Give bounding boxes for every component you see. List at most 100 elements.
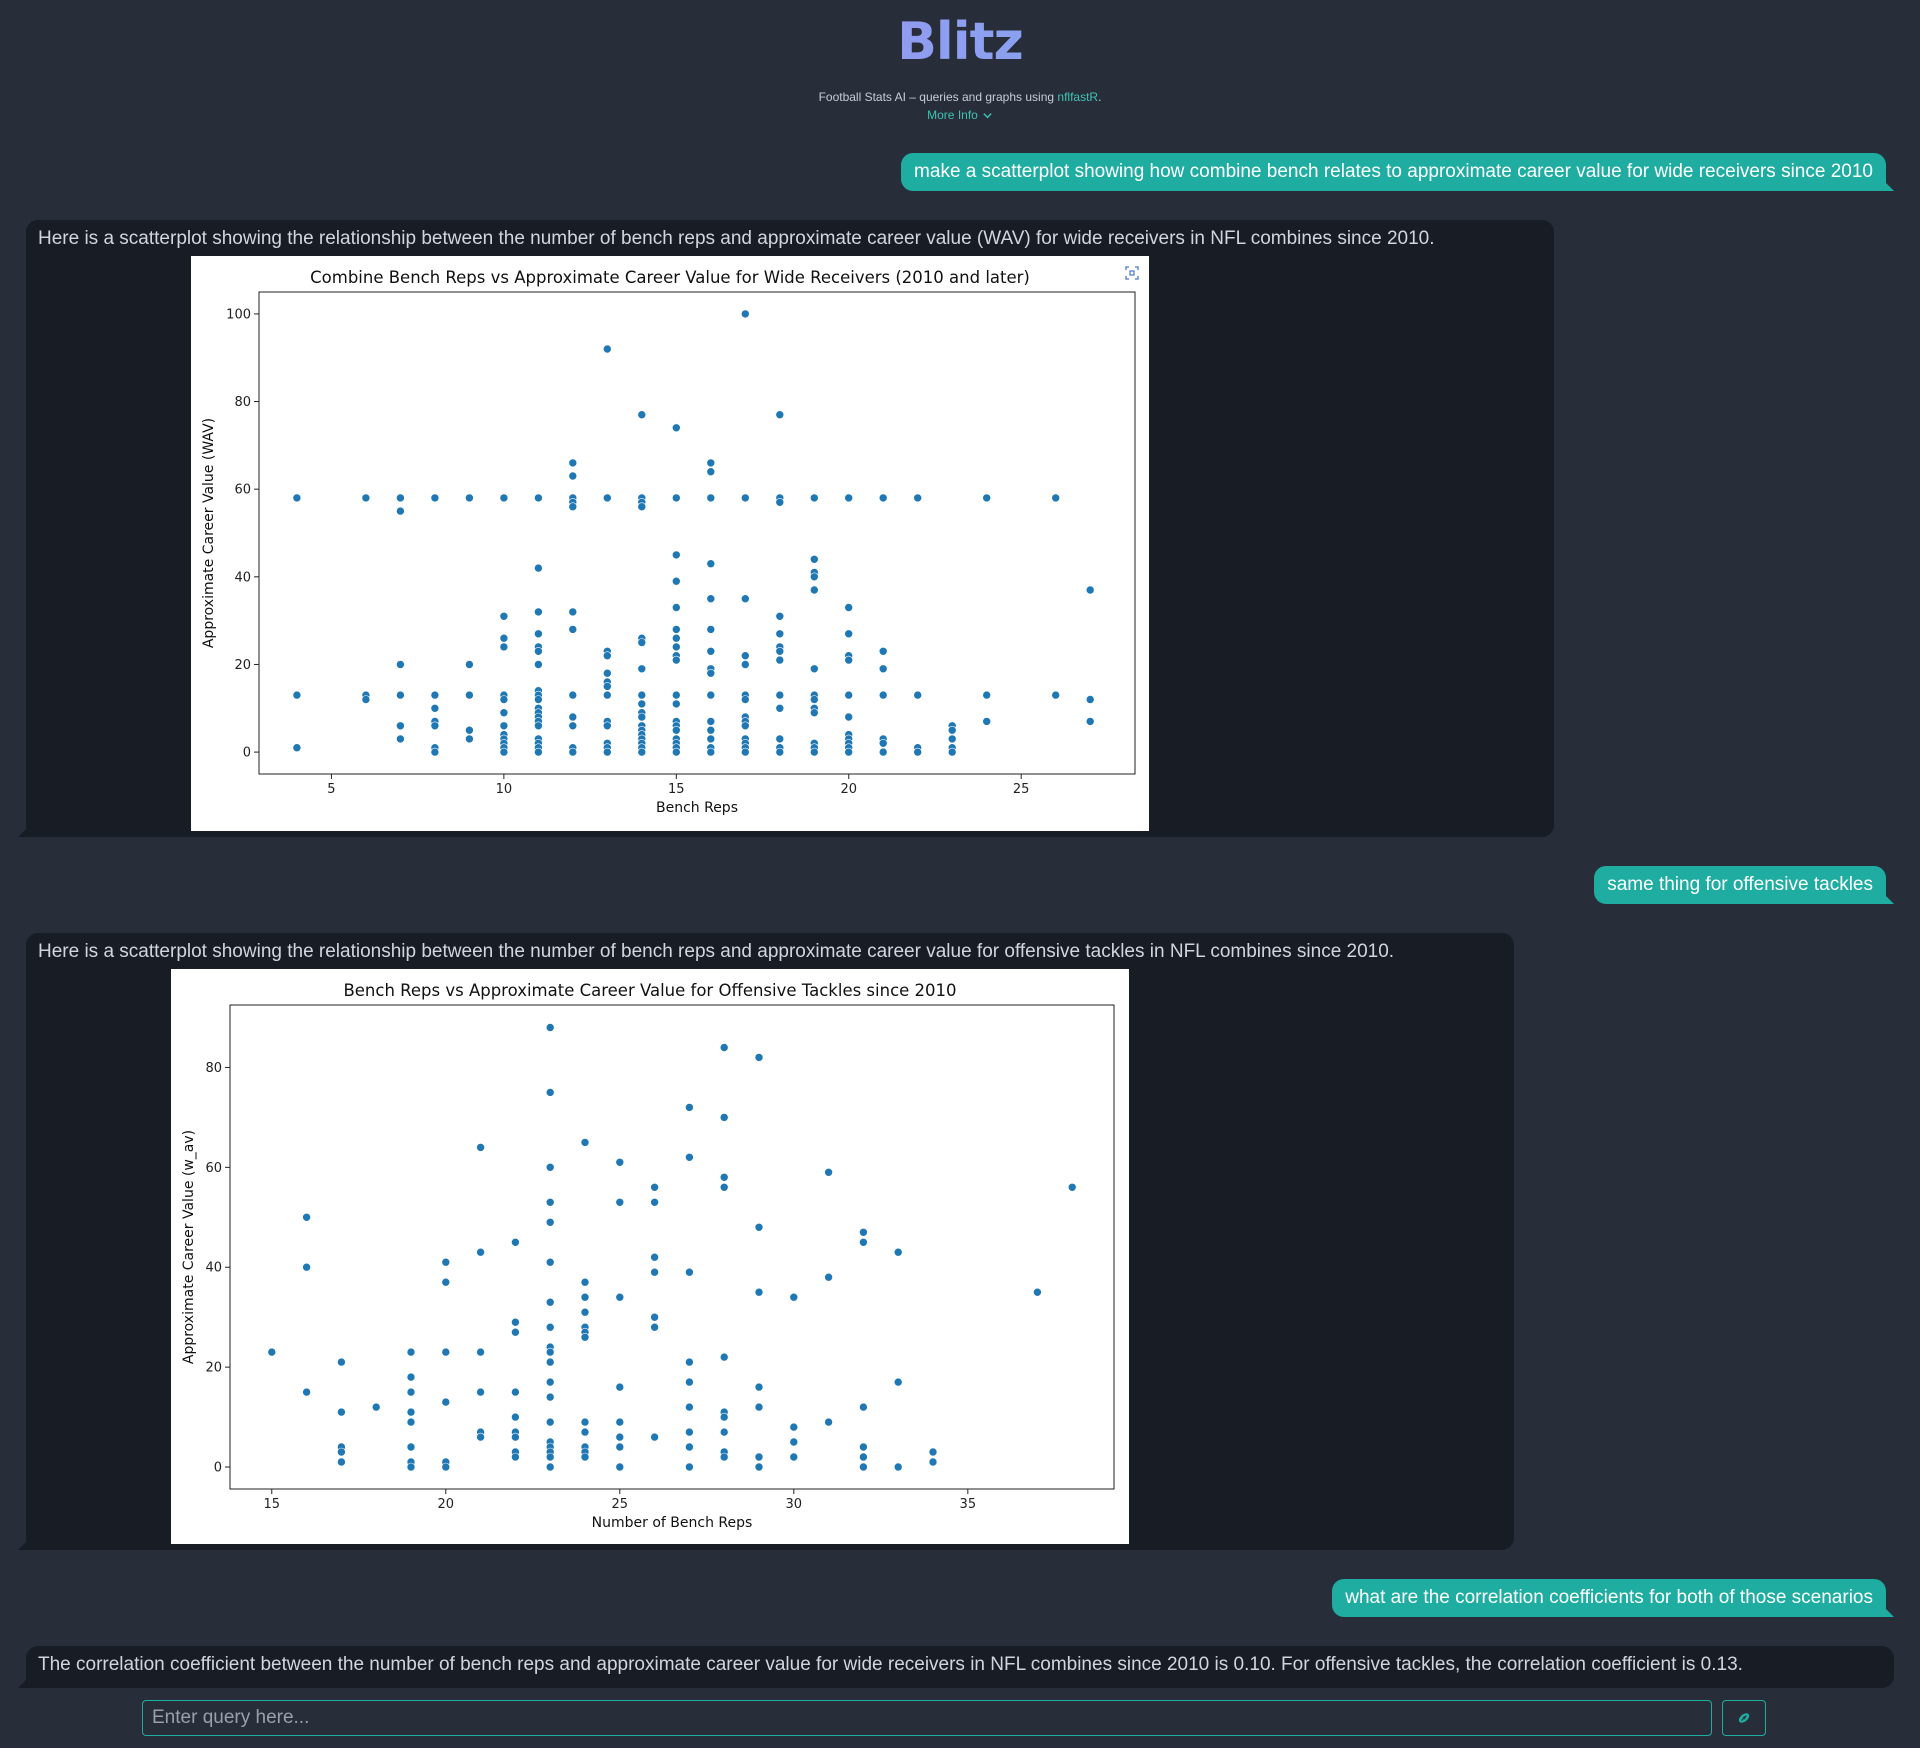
- y-tick-label: 40: [205, 1261, 222, 1276]
- data-point: [292, 690, 302, 700]
- tagline-period: .: [1098, 90, 1102, 104]
- data-point: [430, 703, 440, 713]
- data-point: [719, 1043, 729, 1052]
- data-point: [499, 747, 509, 757]
- ai-message-text: Here is a scatterplot showing the relati…: [38, 228, 1435, 249]
- data-point: [406, 1372, 416, 1382]
- data-point: [706, 646, 716, 656]
- data-point: [754, 1222, 764, 1232]
- data-point: [545, 1392, 555, 1402]
- plot-frame: [229, 1004, 1115, 1490]
- data-point: [893, 1377, 903, 1387]
- data-point: [545, 1417, 555, 1427]
- chart-title: Combine Bench Reps vs Approximate Career…: [310, 268, 1030, 287]
- data-point: [499, 721, 509, 731]
- data-point: [685, 1402, 694, 1412]
- data-point: [568, 471, 578, 481]
- y-tick-label: 80: [205, 1061, 222, 1076]
- data-point: [615, 1292, 625, 1302]
- ai-message-text: The correlation coefficient between the …: [38, 1654, 1743, 1675]
- data-point: [568, 502, 578, 511]
- user-message: same thing for offensive tackles: [1594, 866, 1894, 904]
- data-point: [706, 493, 716, 503]
- data-point: [740, 660, 750, 669]
- data-point: [396, 506, 405, 516]
- data-point: [650, 1432, 659, 1442]
- data-point: [754, 1402, 764, 1412]
- data-point: [534, 493, 543, 503]
- data-point: [545, 1357, 555, 1367]
- data-point: [441, 1462, 451, 1472]
- data-point: [430, 690, 440, 700]
- data-point: [615, 1462, 625, 1472]
- data-point: [982, 717, 992, 726]
- x-tick-label: 15: [668, 782, 685, 797]
- data-point: [844, 747, 854, 757]
- data-point: [775, 611, 785, 621]
- data-point: [511, 1452, 520, 1462]
- data-point: [545, 1163, 555, 1172]
- data-point: [637, 664, 647, 674]
- data-point: [476, 1432, 485, 1442]
- data-point: [441, 1397, 451, 1407]
- data-point: [824, 1417, 833, 1427]
- data-point: [671, 576, 681, 586]
- data-point: [1051, 690, 1061, 700]
- y-tick-label: 60: [205, 1161, 222, 1176]
- y-tick-label: 0: [214, 1461, 222, 1476]
- data-point: [859, 1442, 868, 1452]
- send-button[interactable]: [1722, 1700, 1766, 1736]
- data-point: [671, 625, 681, 634]
- data-point: [615, 1382, 625, 1392]
- data-point: [361, 695, 371, 704]
- data-point: [511, 1237, 520, 1247]
- data-point: [685, 1357, 694, 1367]
- y-tick-label: 20: [234, 658, 251, 673]
- data-point: [740, 747, 750, 757]
- data-point: [302, 1262, 311, 1272]
- data-point: [637, 699, 647, 709]
- data-point: [706, 668, 716, 678]
- data-point: [706, 717, 716, 726]
- data-point: [706, 559, 716, 569]
- data-point: [878, 738, 888, 748]
- data-point: [545, 1023, 555, 1032]
- data-point: [430, 721, 440, 731]
- data-point: [685, 1462, 694, 1472]
- data-point: [947, 747, 957, 757]
- data-point: [430, 493, 440, 503]
- data-point: [893, 1462, 903, 1472]
- data-point: [650, 1267, 659, 1277]
- more-info-toggle[interactable]: More Info: [927, 108, 993, 122]
- x-axis-label: Bench Reps: [656, 800, 738, 816]
- query-input[interactable]: [143, 1701, 1711, 1735]
- data-point: [775, 747, 785, 757]
- data-point: [859, 1452, 868, 1462]
- data-point: [499, 708, 509, 718]
- football-icon: [1738, 1713, 1750, 1723]
- data-point: [545, 1452, 555, 1462]
- data-point: [337, 1407, 346, 1417]
- data-point: [844, 493, 854, 503]
- data-point: [706, 690, 716, 700]
- data-point: [545, 1198, 555, 1207]
- data-point: [545, 1377, 555, 1387]
- data-point: [534, 563, 543, 573]
- data-point: [671, 690, 681, 700]
- data-point: [809, 554, 819, 564]
- tagline-text: Football Stats AI – queries and graphs u…: [818, 90, 1058, 104]
- data-point: [878, 493, 888, 503]
- data-point: [406, 1387, 416, 1397]
- data-point: [685, 1427, 694, 1437]
- data-point: [465, 493, 474, 503]
- data-point: [580, 1292, 590, 1302]
- data-point: [671, 633, 681, 643]
- data-point: [754, 1287, 764, 1297]
- data-point: [671, 699, 681, 709]
- data-point: [637, 747, 647, 757]
- expand-icon[interactable]: [1125, 266, 1139, 280]
- scatter-chart-ot: Bench Reps vs Approximate Career Value f…: [181, 981, 1115, 1531]
- data-point: [982, 493, 992, 503]
- nflfastr-link[interactable]: nflfastR: [1057, 90, 1099, 104]
- x-tick-label: 35: [960, 1497, 977, 1512]
